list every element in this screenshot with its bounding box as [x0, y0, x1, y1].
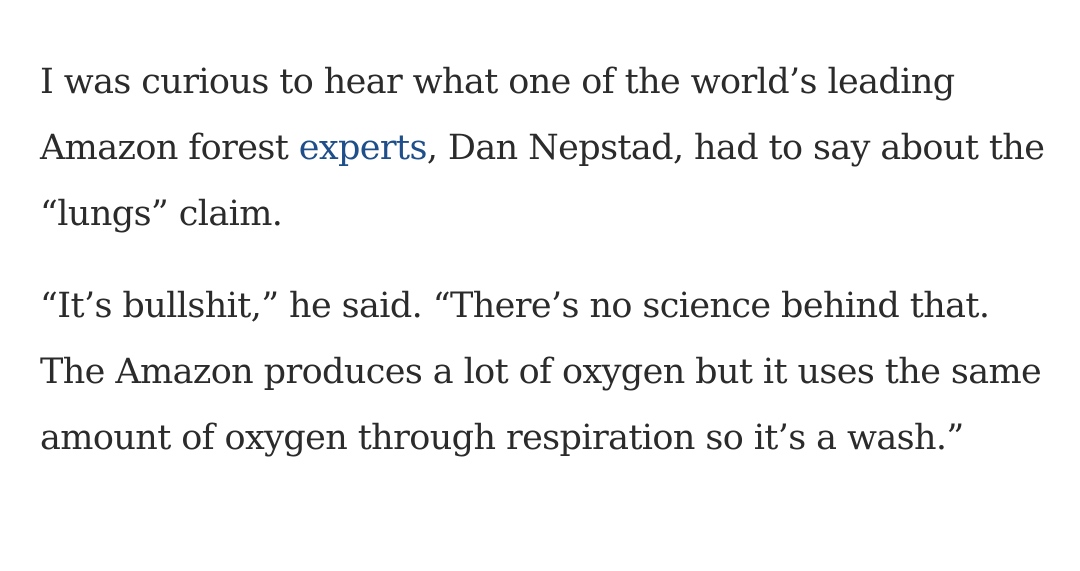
intro-text-before-link: I was curious to hear what one of the wo…	[40, 62, 955, 168]
paragraph-quote: “It’s bullshit,” he said. “There’s no sc…	[40, 286, 1042, 458]
paragraph-intro: I was curious to hear what one of the wo…	[40, 49, 1050, 247]
experts-link[interactable]: experts	[298, 128, 428, 168]
intro-text-after-link: , Dan Nepstad, had to say about the “lun…	[40, 128, 1045, 234]
article-body: I was curious to hear what one of the wo…	[40, 49, 1050, 471]
